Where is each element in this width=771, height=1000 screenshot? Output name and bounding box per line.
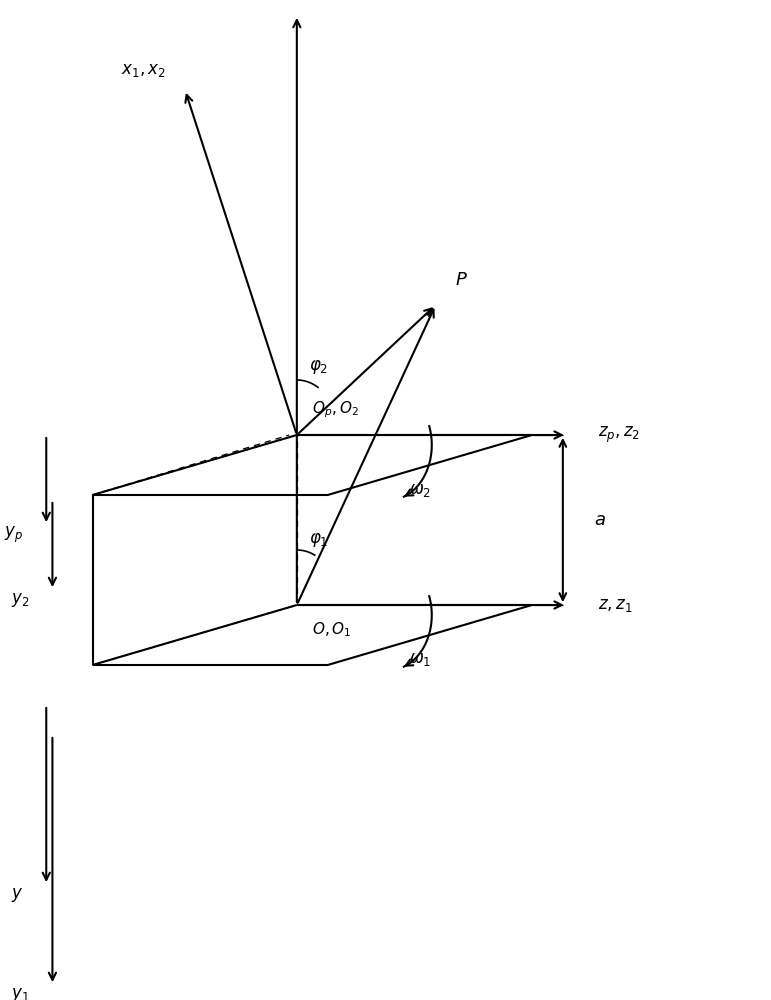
Text: $\omega_1$: $\omega_1$ (409, 652, 431, 668)
Text: $P$: $P$ (455, 271, 468, 289)
Text: $O_p, O_2$: $O_p, O_2$ (312, 400, 359, 420)
Text: $y_p$: $y_p$ (4, 525, 23, 545)
Text: $z, z_1$: $z, z_1$ (598, 596, 632, 613)
Text: $\varphi_1$: $\varphi_1$ (308, 531, 328, 549)
Text: $y_1$: $y_1$ (11, 986, 29, 1000)
Text: $y_2$: $y_2$ (11, 591, 29, 609)
Text: $\varphi_2$: $\varphi_2$ (309, 358, 328, 376)
Text: $\omega_2$: $\omega_2$ (409, 482, 431, 499)
Text: $x_1, x_2$: $x_1, x_2$ (121, 62, 166, 79)
Text: $z_p, z_2$: $z_p, z_2$ (598, 425, 640, 445)
Text: $a$: $a$ (594, 511, 605, 529)
Text: $y$: $y$ (11, 886, 23, 904)
Text: $O, O_1$: $O, O_1$ (312, 621, 352, 639)
